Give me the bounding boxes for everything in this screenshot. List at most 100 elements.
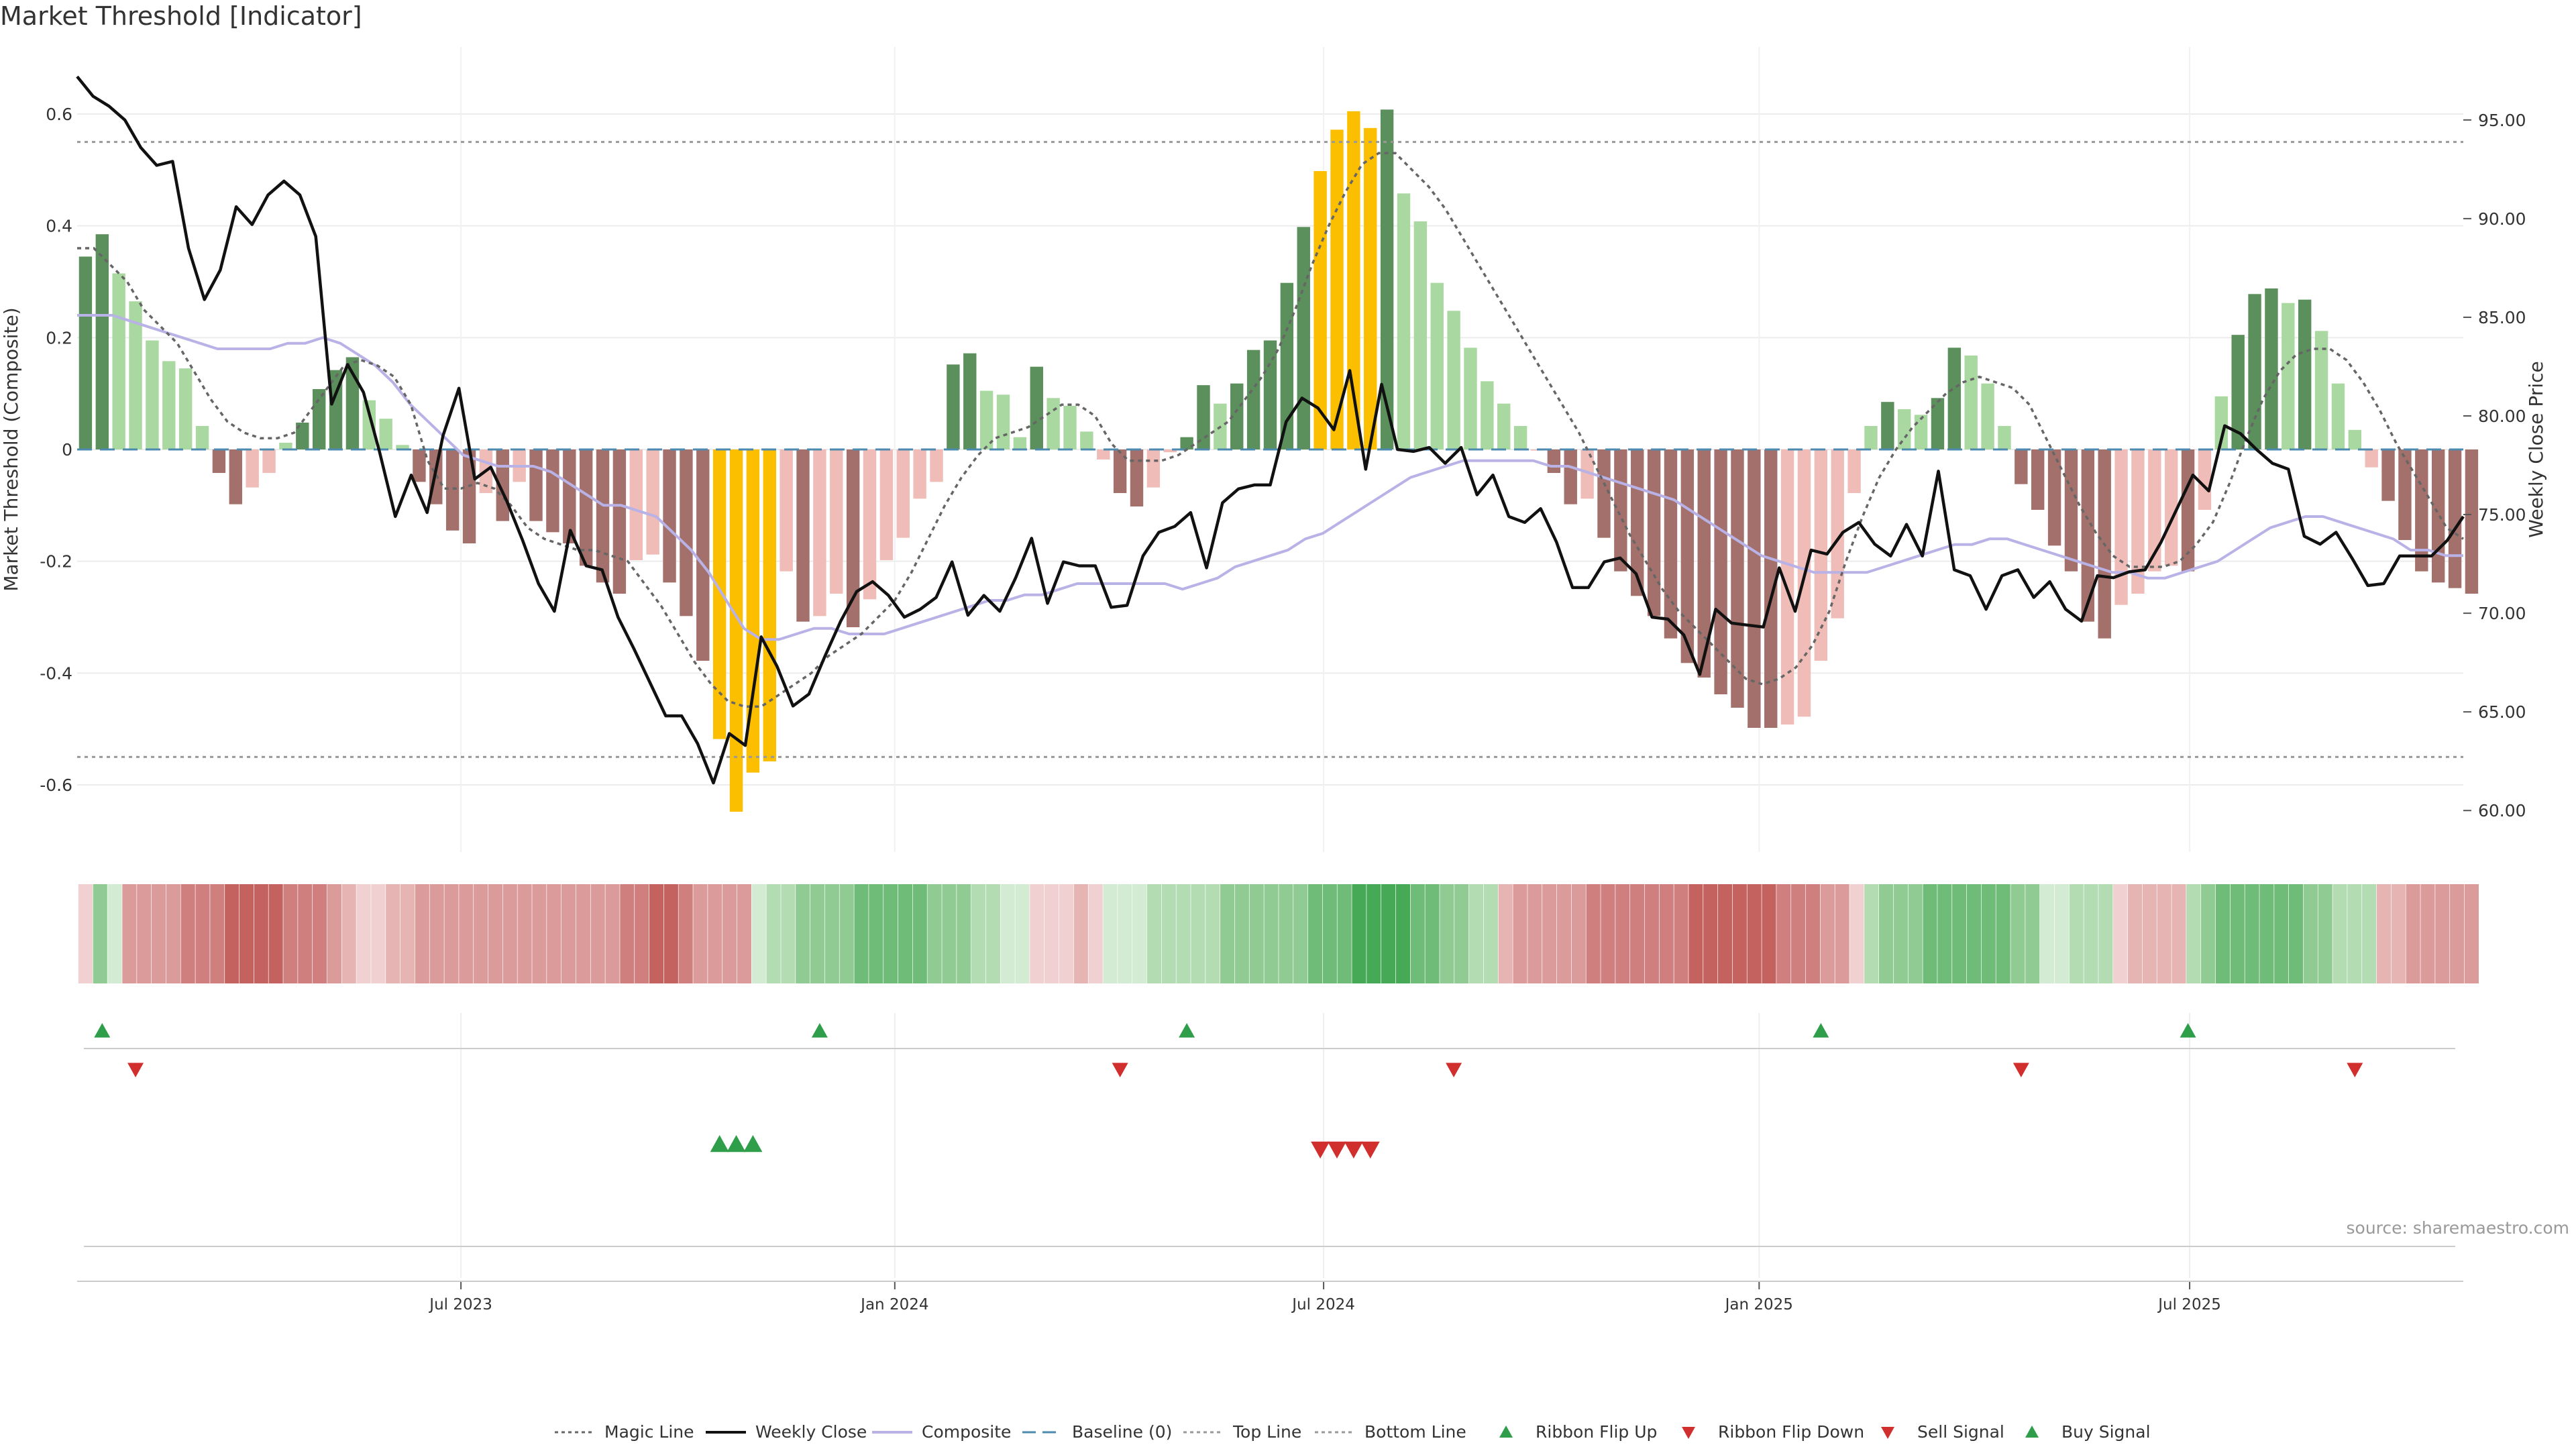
composite-bar bbox=[2015, 449, 2028, 484]
composite-bar bbox=[1197, 385, 1210, 449]
composite-bar bbox=[1580, 449, 1594, 499]
ribbon-cell bbox=[2450, 884, 2465, 983]
ribbon-cell bbox=[927, 884, 942, 983]
composite-bar bbox=[296, 423, 309, 449]
buy-signal-marker bbox=[710, 1135, 729, 1152]
sell-signal-marker bbox=[1311, 1141, 1330, 1159]
ribbon-cell bbox=[1000, 884, 1015, 983]
ribbon-cell bbox=[1498, 884, 1513, 983]
ribbon-cell bbox=[1659, 884, 1674, 983]
x-tick-label: Jul 2025 bbox=[2157, 1296, 2221, 1313]
ribbon-cell bbox=[1937, 884, 1952, 983]
composite-bar bbox=[1647, 449, 1661, 616]
legend-swatch-sell bbox=[1881, 1426, 1894, 1439]
ribbon-cell bbox=[2274, 884, 2289, 983]
ribbon-cell bbox=[1893, 884, 1908, 983]
composite-bar bbox=[129, 301, 142, 449]
ribbon-flip-down-marker bbox=[2347, 1063, 2363, 1077]
composite-bar bbox=[1163, 449, 1177, 453]
ribbon-cell bbox=[2113, 884, 2128, 983]
composite-bar bbox=[2064, 449, 2078, 572]
legend: Magic Line Weekly Close Composite Baseline … bbox=[0, 1422, 2576, 1449]
x-tick-label: Jan 2024 bbox=[859, 1296, 928, 1313]
ribbon-flip-down-marker bbox=[1112, 1063, 1128, 1077]
x-tick-label: Jan 2025 bbox=[1724, 1296, 1793, 1313]
ribbon-cell bbox=[722, 884, 737, 983]
ribbon-cell bbox=[2362, 884, 2377, 983]
ribbon-cell bbox=[1059, 884, 1074, 983]
ribbon-cell bbox=[1820, 884, 1835, 983]
composite-bar bbox=[746, 449, 760, 773]
y-right-tick-label: 65.00 bbox=[2478, 702, 2526, 722]
ribbon-cell bbox=[1044, 884, 1059, 983]
composite-bar bbox=[2348, 429, 2362, 449]
legend-swatch-close bbox=[706, 1430, 746, 1434]
ribbon-cell bbox=[1395, 884, 1410, 983]
ribbon-cell bbox=[1468, 884, 1484, 983]
ribbon-cell bbox=[2347, 884, 2362, 983]
composite-bar bbox=[1898, 409, 1911, 449]
signal-panels bbox=[77, 1023, 2463, 1282]
ribbon-cell bbox=[2157, 884, 2171, 983]
ribbon-cell bbox=[1966, 884, 1982, 983]
composite-bar bbox=[78, 256, 93, 449]
ribbon-cell bbox=[1981, 884, 1996, 983]
ribbon-cell bbox=[166, 884, 180, 983]
source-note: source: sharemaestro.com bbox=[2346, 1218, 2570, 1238]
ribbon-cell bbox=[459, 884, 474, 983]
legend-swatch-baseline bbox=[1022, 1431, 1063, 1433]
composite-bar bbox=[2365, 449, 2378, 468]
ribbon-cell bbox=[971, 884, 986, 983]
ribbon-cell bbox=[341, 884, 356, 983]
y-left-axis-title: Market Threshold (Composite) bbox=[0, 307, 22, 591]
composite-bar bbox=[712, 449, 727, 739]
sell-signal-marker bbox=[1344, 1141, 1363, 1159]
ribbon-cell bbox=[1996, 884, 2010, 983]
composite-bar bbox=[2448, 449, 2462, 588]
composite-bar bbox=[2314, 331, 2328, 449]
composite-bar bbox=[413, 449, 426, 482]
ribbon-cell bbox=[883, 884, 898, 983]
composite-bar bbox=[663, 449, 676, 583]
ribbon-cell bbox=[854, 884, 869, 983]
composite-bar bbox=[2248, 294, 2261, 449]
composite-bar bbox=[1981, 383, 1994, 449]
x-tick-label: Jul 2023 bbox=[428, 1296, 492, 1313]
ribbon-cell bbox=[1322, 884, 1337, 983]
composite-bar bbox=[1513, 426, 1527, 449]
composite-bar bbox=[396, 445, 409, 449]
ribbon-flip-down-marker bbox=[127, 1063, 144, 1077]
legend-swatch-flipup bbox=[1499, 1425, 1513, 1438]
ribbon-cell bbox=[151, 884, 166, 983]
composite-bar bbox=[229, 449, 243, 504]
ribbon-cell bbox=[1908, 884, 1923, 983]
ribbon-cell bbox=[620, 884, 635, 983]
ribbon-cell bbox=[2069, 884, 2084, 983]
y-right-tick-label: 85.00 bbox=[2478, 308, 2526, 327]
composite-bar bbox=[462, 449, 476, 543]
composite-bar bbox=[2047, 449, 2061, 546]
ribbon-cell bbox=[2245, 884, 2259, 983]
ribbon-cell bbox=[1762, 884, 1776, 983]
ribbon-cell bbox=[649, 884, 664, 983]
composite-bar bbox=[362, 400, 376, 449]
ribbon-cell bbox=[810, 884, 825, 983]
ribbon-cell bbox=[839, 884, 854, 983]
composite-bar bbox=[1447, 311, 1460, 449]
composite-bar bbox=[2415, 449, 2428, 572]
ribbon-cell bbox=[1366, 884, 1381, 983]
y-left-tick-label: -0.2 bbox=[40, 552, 72, 572]
ribbon-flip-up-marker bbox=[94, 1023, 111, 1038]
y-left-tick-label: 0 bbox=[62, 440, 72, 460]
composite-bar bbox=[2081, 449, 2095, 622]
y-right-tick-label: 90.00 bbox=[2478, 209, 2526, 229]
ribbon-cell bbox=[1674, 884, 1688, 983]
composite-bar bbox=[146, 340, 159, 449]
composite-bar bbox=[863, 449, 877, 600]
ribbon-cell bbox=[1513, 884, 1527, 983]
ribbon-flip-down-marker bbox=[1446, 1063, 1462, 1077]
ribbon-cell bbox=[356, 884, 371, 983]
legend-label: Buy Signal bbox=[2061, 1422, 2151, 1442]
ribbon-cell bbox=[2259, 884, 2274, 983]
ribbon-cell bbox=[107, 884, 122, 983]
